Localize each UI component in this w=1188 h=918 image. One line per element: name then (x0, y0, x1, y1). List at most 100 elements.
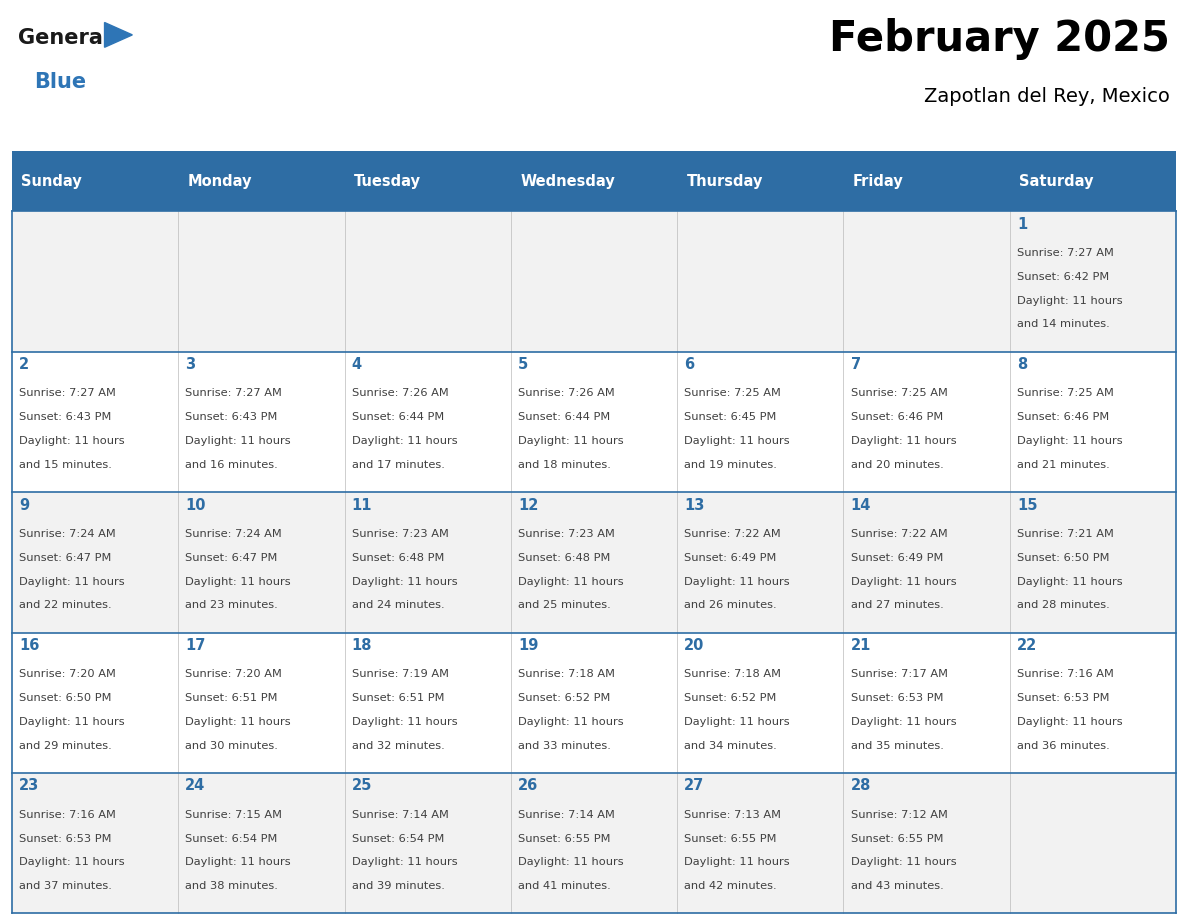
Text: Saturday: Saturday (1019, 174, 1094, 189)
Text: 15: 15 (1017, 498, 1037, 512)
Text: Daylight: 11 hours: Daylight: 11 hours (851, 436, 956, 446)
Text: Sunset: 6:52 PM: Sunset: 6:52 PM (684, 693, 777, 703)
Text: Sunrise: 7:27 AM: Sunrise: 7:27 AM (185, 388, 283, 398)
Text: 9: 9 (19, 498, 30, 512)
Text: Daylight: 11 hours: Daylight: 11 hours (352, 577, 457, 587)
Text: Wednesday: Wednesday (520, 174, 615, 189)
Text: Sunrise: 7:15 AM: Sunrise: 7:15 AM (185, 810, 283, 820)
Text: 12: 12 (518, 498, 538, 512)
Text: Sunset: 6:51 PM: Sunset: 6:51 PM (185, 693, 278, 703)
Text: Sunrise: 7:14 AM: Sunrise: 7:14 AM (518, 810, 615, 820)
Text: and 16 minutes.: and 16 minutes. (185, 460, 278, 470)
Text: Sunset: 6:54 PM: Sunset: 6:54 PM (352, 834, 444, 844)
Text: Sunrise: 7:26 AM: Sunrise: 7:26 AM (518, 388, 614, 398)
Text: 25: 25 (352, 778, 372, 793)
Text: 2: 2 (19, 357, 30, 372)
Text: and 14 minutes.: and 14 minutes. (1017, 319, 1110, 330)
Text: 7: 7 (851, 357, 861, 372)
Text: Sunset: 6:43 PM: Sunset: 6:43 PM (19, 412, 112, 422)
Text: Sunset: 6:54 PM: Sunset: 6:54 PM (185, 834, 278, 844)
Text: Daylight: 11 hours: Daylight: 11 hours (684, 717, 790, 727)
Text: Sunrise: 7:14 AM: Sunrise: 7:14 AM (352, 810, 449, 820)
Bar (12, 151, 1176, 211)
Text: 14: 14 (851, 498, 871, 512)
Text: Blue: Blue (34, 72, 87, 92)
Text: Daylight: 11 hours: Daylight: 11 hours (1017, 577, 1123, 587)
Text: 1: 1 (1017, 217, 1028, 231)
Text: Daylight: 11 hours: Daylight: 11 hours (185, 577, 291, 587)
Text: Daylight: 11 hours: Daylight: 11 hours (851, 857, 956, 868)
Text: 16: 16 (19, 638, 39, 653)
Text: Sunset: 6:53 PM: Sunset: 6:53 PM (19, 834, 112, 844)
Polygon shape (105, 22, 132, 47)
Text: Daylight: 11 hours: Daylight: 11 hours (518, 577, 624, 587)
Text: Sunset: 6:48 PM: Sunset: 6:48 PM (352, 553, 444, 563)
Text: Sunrise: 7:26 AM: Sunrise: 7:26 AM (352, 388, 448, 398)
Bar (12, 352, 1176, 492)
Text: 6: 6 (684, 357, 695, 372)
Text: Sunrise: 7:22 AM: Sunrise: 7:22 AM (851, 529, 947, 539)
Text: Sunrise: 7:16 AM: Sunrise: 7:16 AM (19, 810, 116, 820)
Text: and 15 minutes.: and 15 minutes. (19, 460, 112, 470)
Text: and 23 minutes.: and 23 minutes. (185, 600, 278, 610)
Text: Sunrise: 7:16 AM: Sunrise: 7:16 AM (1017, 669, 1114, 679)
Text: Sunset: 6:44 PM: Sunset: 6:44 PM (352, 412, 444, 422)
Text: and 38 minutes.: and 38 minutes. (185, 881, 278, 891)
Text: Daylight: 11 hours: Daylight: 11 hours (684, 577, 790, 587)
Text: and 28 minutes.: and 28 minutes. (1017, 600, 1110, 610)
Text: Sunrise: 7:24 AM: Sunrise: 7:24 AM (19, 529, 115, 539)
Text: Sunrise: 7:25 AM: Sunrise: 7:25 AM (684, 388, 782, 398)
Text: 11: 11 (352, 498, 372, 512)
Text: Sunrise: 7:12 AM: Sunrise: 7:12 AM (851, 810, 948, 820)
Text: 5: 5 (518, 357, 529, 372)
Text: 17: 17 (185, 638, 206, 653)
Text: 27: 27 (684, 778, 704, 793)
Text: and 17 minutes.: and 17 minutes. (352, 460, 444, 470)
Text: and 36 minutes.: and 36 minutes. (1017, 741, 1110, 751)
Text: and 19 minutes.: and 19 minutes. (684, 460, 777, 470)
Text: Sunset: 6:55 PM: Sunset: 6:55 PM (851, 834, 943, 844)
Text: Sunrise: 7:20 AM: Sunrise: 7:20 AM (19, 669, 116, 679)
Text: and 34 minutes.: and 34 minutes. (684, 741, 777, 751)
Text: Daylight: 11 hours: Daylight: 11 hours (19, 436, 125, 446)
Text: 10: 10 (185, 498, 206, 512)
Text: 19: 19 (518, 638, 538, 653)
Text: Sunset: 6:44 PM: Sunset: 6:44 PM (518, 412, 611, 422)
Text: and 37 minutes.: and 37 minutes. (19, 881, 112, 891)
Text: Friday: Friday (853, 174, 904, 189)
Text: Daylight: 11 hours: Daylight: 11 hours (684, 857, 790, 868)
Text: Thursday: Thursday (687, 174, 763, 189)
Text: and 43 minutes.: and 43 minutes. (851, 881, 943, 891)
Text: Monday: Monday (188, 174, 252, 189)
Text: Sunset: 6:53 PM: Sunset: 6:53 PM (851, 693, 943, 703)
Bar (12, 211, 1176, 352)
Text: Sunrise: 7:23 AM: Sunrise: 7:23 AM (518, 529, 615, 539)
Text: and 25 minutes.: and 25 minutes. (518, 600, 611, 610)
Text: Sunrise: 7:27 AM: Sunrise: 7:27 AM (1017, 248, 1114, 258)
Text: 22: 22 (1017, 638, 1037, 653)
Text: Sunrise: 7:18 AM: Sunrise: 7:18 AM (518, 669, 615, 679)
Text: Sunset: 6:52 PM: Sunset: 6:52 PM (518, 693, 611, 703)
Text: and 22 minutes.: and 22 minutes. (19, 600, 112, 610)
Text: Daylight: 11 hours: Daylight: 11 hours (1017, 296, 1123, 306)
Text: Daylight: 11 hours: Daylight: 11 hours (352, 717, 457, 727)
Text: Sunrise: 7:21 AM: Sunrise: 7:21 AM (1017, 529, 1114, 539)
Text: Sunrise: 7:13 AM: Sunrise: 7:13 AM (684, 810, 782, 820)
Text: Sunset: 6:45 PM: Sunset: 6:45 PM (684, 412, 777, 422)
Text: Sunset: 6:42 PM: Sunset: 6:42 PM (1017, 272, 1110, 282)
Text: Sunrise: 7:17 AM: Sunrise: 7:17 AM (851, 669, 948, 679)
Text: Sunset: 6:51 PM: Sunset: 6:51 PM (352, 693, 444, 703)
Text: Daylight: 11 hours: Daylight: 11 hours (185, 436, 291, 446)
Bar (12, 633, 1176, 773)
Text: Sunset: 6:48 PM: Sunset: 6:48 PM (518, 553, 611, 563)
Text: 8: 8 (1017, 357, 1028, 372)
Text: 13: 13 (684, 498, 704, 512)
Text: and 32 minutes.: and 32 minutes. (352, 741, 444, 751)
Text: Sunrise: 7:23 AM: Sunrise: 7:23 AM (352, 529, 449, 539)
Text: Sunrise: 7:25 AM: Sunrise: 7:25 AM (1017, 388, 1114, 398)
Text: Sunset: 6:47 PM: Sunset: 6:47 PM (19, 553, 112, 563)
Text: Sunset: 6:55 PM: Sunset: 6:55 PM (684, 834, 777, 844)
Text: and 39 minutes.: and 39 minutes. (352, 881, 444, 891)
Text: Daylight: 11 hours: Daylight: 11 hours (19, 577, 125, 587)
Text: and 21 minutes.: and 21 minutes. (1017, 460, 1110, 470)
